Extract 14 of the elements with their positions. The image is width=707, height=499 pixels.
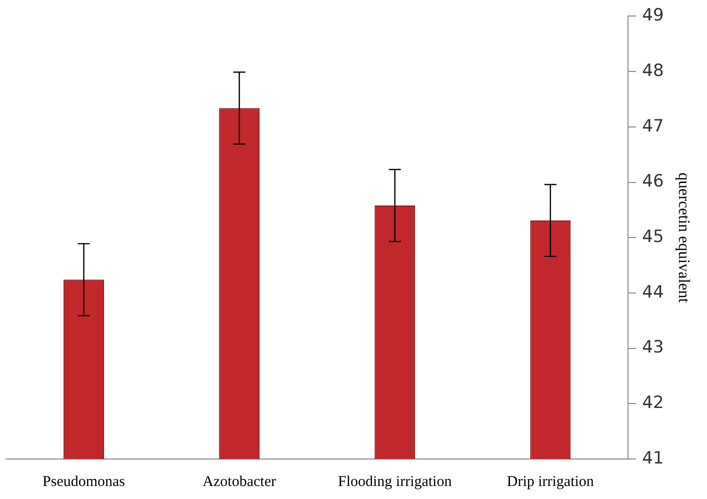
y-tick-label: 44 bbox=[642, 282, 664, 302]
x-tick-label: Flooding irrigation bbox=[338, 474, 452, 490]
x-tick-label: Pseudomonas bbox=[42, 474, 126, 490]
y-tick-label: 43 bbox=[642, 338, 664, 358]
y-tick-label: 42 bbox=[642, 393, 664, 414]
y-tick-label: 41 bbox=[642, 448, 664, 468]
x-tick-label: Azotobacter bbox=[202, 474, 276, 490]
y-tick-label: 49 bbox=[642, 6, 664, 26]
y-tick-label: 46 bbox=[642, 172, 664, 192]
y-tick-label: 48 bbox=[642, 60, 664, 81]
y-axis-title: quercetin equivalent bbox=[675, 172, 692, 304]
y-tick-label: 45 bbox=[642, 227, 664, 248]
y-tick-label: 47 bbox=[642, 116, 664, 136]
x-tick-label: Drip irrigation bbox=[506, 474, 594, 490]
